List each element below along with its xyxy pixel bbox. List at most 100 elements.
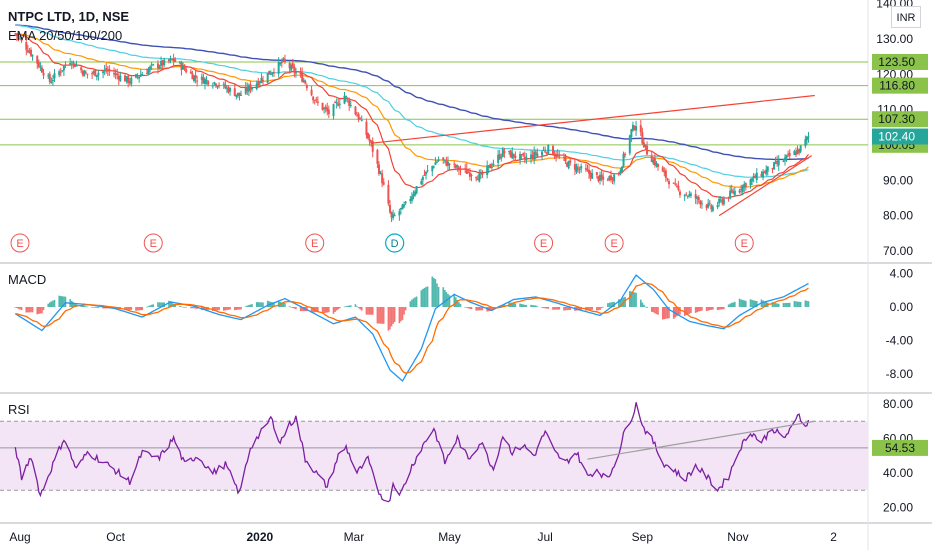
ema-indicator-label[interactable]: EMA 20/50/100/200: [8, 28, 123, 43]
price-axis-tick: 70.00: [883, 244, 913, 258]
candle-body: [531, 155, 534, 159]
candle-body: [207, 80, 210, 85]
macd-histogram-bar: [412, 298, 415, 307]
candle-body: [798, 148, 801, 153]
candle-body: [749, 179, 752, 186]
candle-body: [160, 60, 163, 66]
macd-histogram-bar: [591, 307, 593, 310]
candle-body: [138, 76, 141, 79]
candle-body: [410, 196, 413, 201]
macd-histogram-bar: [632, 292, 634, 307]
macd-histogram-bar: [59, 295, 62, 307]
candle-body: [97, 72, 100, 76]
macd-histogram-bar: [262, 302, 264, 307]
candle-body: [423, 174, 426, 176]
candle-body: [730, 189, 733, 192]
time-axis-tick: Mar: [344, 530, 365, 544]
rsi-pane-label[interactable]: RSI: [8, 402, 30, 417]
candle-body: [370, 140, 373, 143]
candle-body: [135, 74, 138, 78]
macd-histogram-bar: [224, 307, 227, 311]
candle-body: [61, 70, 64, 72]
candle-body: [152, 64, 155, 66]
candle-body: [42, 72, 45, 76]
candle-body: [117, 75, 120, 80]
macd-histogram-bar: [646, 307, 648, 308]
currency-label[interactable]: INR: [891, 6, 921, 28]
candle-body: [628, 135, 631, 154]
candle-body: [50, 81, 53, 83]
candle-body: [324, 106, 327, 109]
candle-body: [169, 58, 172, 61]
candle-body: [191, 73, 194, 80]
candle-body: [664, 170, 667, 178]
macd-histogram-bar: [141, 307, 144, 311]
macd-histogram-bar: [251, 304, 253, 307]
candle-body: [522, 153, 525, 156]
macd-histogram-bar: [248, 304, 250, 307]
candle-body: [674, 183, 677, 185]
macd-histogram-bar: [185, 307, 187, 308]
events: E E E E E ED: [10, 233, 754, 253]
candle-body: [260, 78, 263, 83]
candle-body: [652, 159, 655, 164]
macd-histogram-bar: [255, 302, 258, 307]
candle-body: [249, 84, 252, 90]
candle-body: [277, 62, 280, 74]
candle-body: [345, 96, 348, 98]
candle-body: [106, 70, 109, 72]
candle-body: [40, 67, 43, 73]
macd-histogram-bar: [536, 306, 539, 307]
candle-body: [744, 183, 747, 188]
macd-pane-label[interactable]: MACD: [8, 272, 47, 287]
candle-body: [14, 33, 17, 35]
candle-body: [641, 132, 644, 144]
time-axis-tick: 2: [830, 530, 837, 544]
macd-histogram-bar: [531, 305, 534, 307]
macd-histogram-bar: [752, 300, 755, 307]
macd-histogram-bar: [213, 307, 216, 311]
candle-body: [19, 38, 21, 40]
macd-histogram-bar: [27, 307, 29, 313]
candle-body: [409, 198, 412, 202]
macd-histogram-bar: [409, 301, 412, 307]
earnings-event-marker: [10, 233, 30, 253]
candle-body: [646, 145, 649, 155]
candle-body: [569, 160, 572, 163]
candle-body: [732, 191, 735, 194]
macd-histogram-bar: [202, 307, 205, 311]
candle-body: [225, 87, 228, 89]
level-price-tag: [872, 111, 928, 128]
macd-histogram-bar: [513, 302, 515, 307]
candle-body: [301, 73, 304, 82]
candle-body: [600, 174, 603, 179]
macd-histogram-bar: [798, 301, 800, 307]
macd-histogram-bar: [284, 302, 286, 307]
macd-histogram-bar: [102, 307, 104, 309]
candle-body: [657, 163, 660, 167]
candle-body: [29, 49, 32, 56]
candle-body: [718, 198, 721, 204]
candle-body: [313, 100, 316, 102]
macd-histogram-bar: [52, 300, 54, 307]
macd-histogram-bar: [400, 307, 402, 322]
macd-histogram-bar: [599, 307, 601, 311]
candle-body: [719, 199, 722, 201]
candle-body: [536, 153, 539, 157]
symbol-title: NTPC LTD, 1D, NSE: [8, 9, 130, 24]
macd-histogram-bar: [774, 303, 777, 307]
candle-body: [694, 194, 697, 199]
candle-body: [620, 166, 623, 172]
macd-histogram-bar: [552, 307, 554, 310]
macd-histogram-bar: [785, 302, 788, 307]
candle-body: [388, 204, 391, 213]
macd-histogram-bar: [249, 304, 252, 307]
macd-histogram-bar: [545, 307, 548, 309]
candle-body: [174, 59, 177, 62]
macd-histogram-bar: [563, 307, 565, 311]
macd-histogram-bar: [793, 301, 796, 307]
candle-body: [387, 184, 390, 204]
macd-histogram-bar: [740, 299, 742, 307]
candle-body: [92, 71, 95, 74]
